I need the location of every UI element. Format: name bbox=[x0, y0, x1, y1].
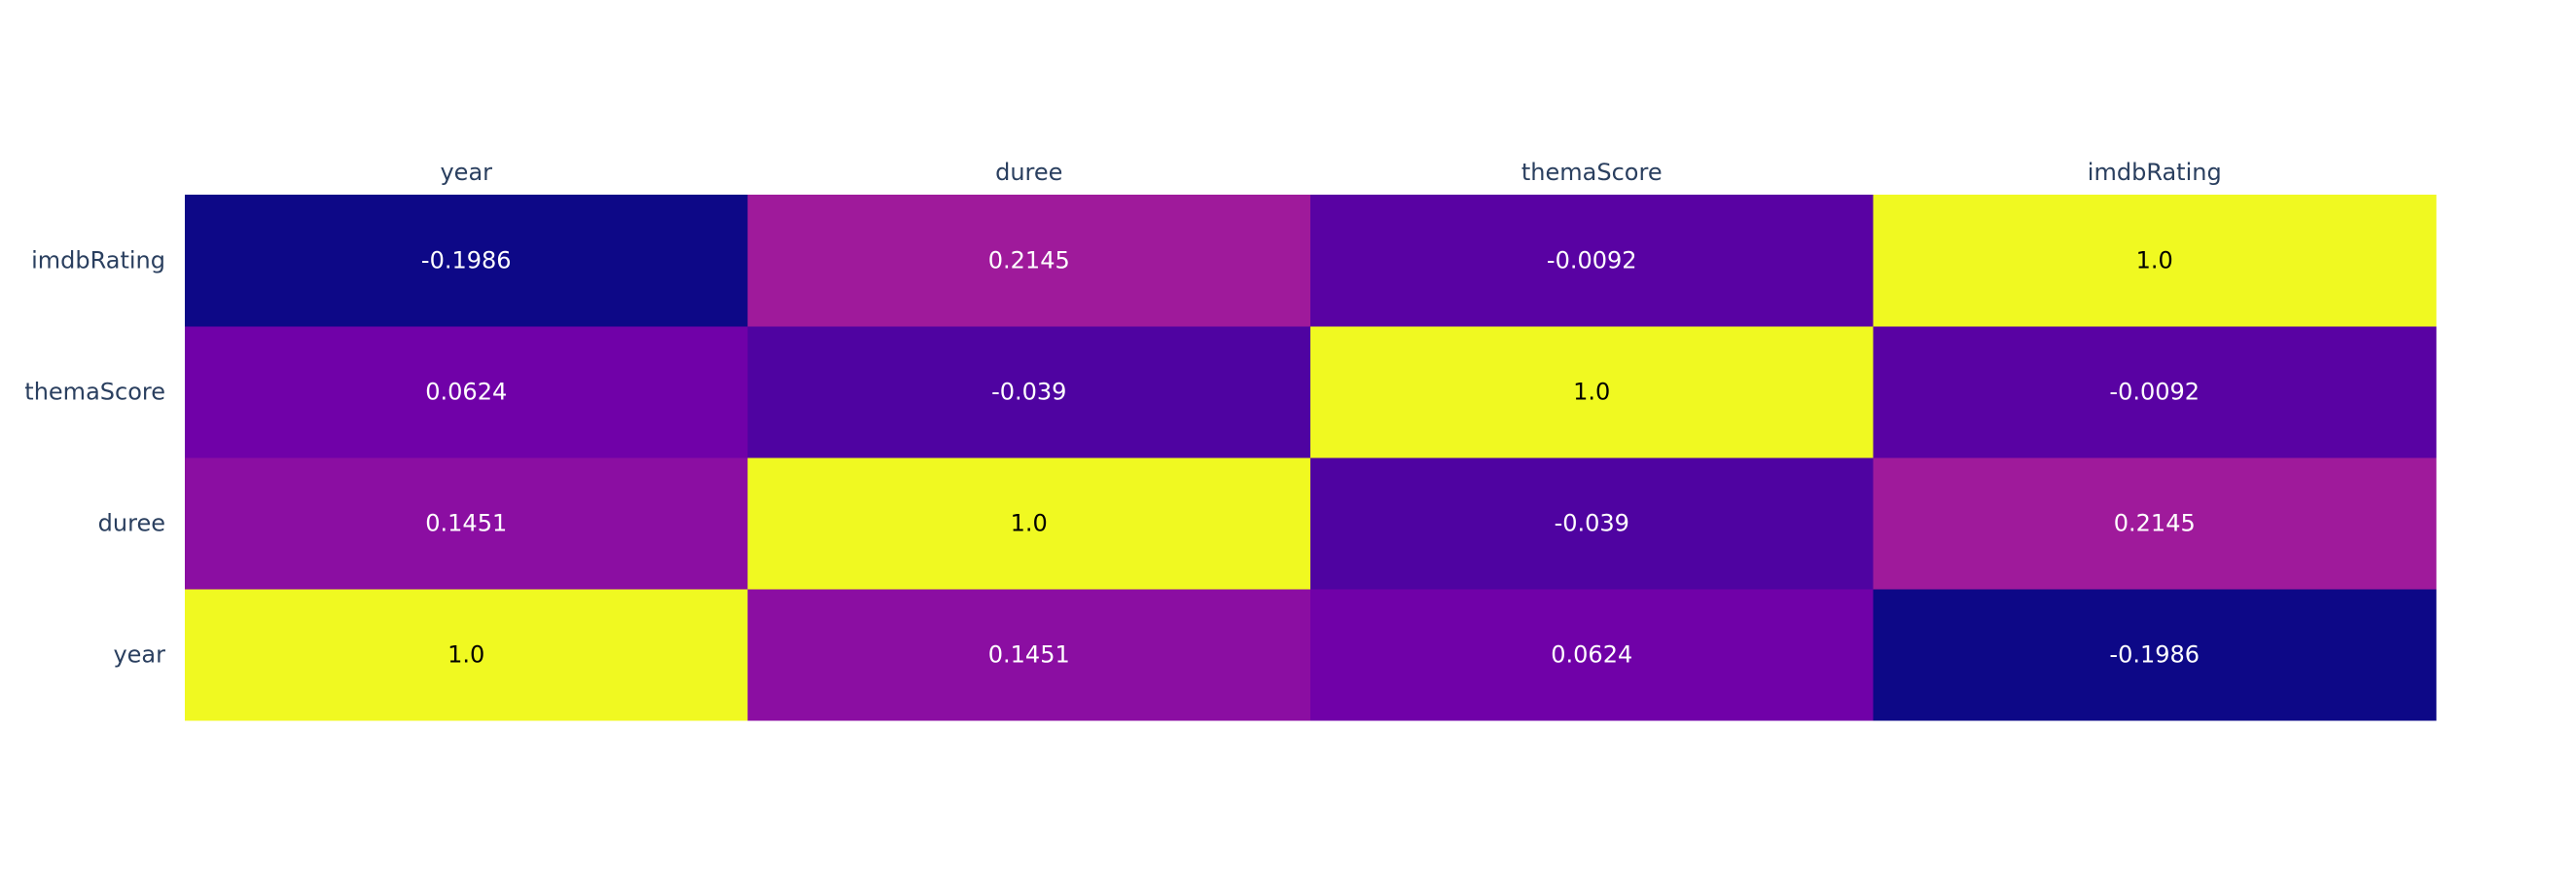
heatmap-cell-thema-score-imdb-rating bbox=[1873, 326, 2437, 458]
heatmap-cell-value-label: -0.0092 bbox=[1547, 247, 1637, 274]
y-tick-label-duree: duree bbox=[98, 510, 165, 537]
heatmap-cell-value-label: 1.0 bbox=[1573, 379, 1610, 406]
x-tick-label-year: year bbox=[440, 159, 492, 186]
heatmap-cell-year-imdb-rating bbox=[1873, 589, 2437, 721]
heatmap-cell-value-label: 0.0624 bbox=[1551, 641, 1632, 669]
heatmap-cell-labels: 1.0 0.1451 0.0624 -0.1986 0.1451 1.0 -0.039 0.2… bbox=[421, 247, 2200, 669]
heatmap-cell-year-thema-score bbox=[1310, 589, 1874, 721]
y-axis: year duree themaScore imdbRating bbox=[24, 247, 165, 669]
heatmap-cell-thema-score-year bbox=[185, 326, 748, 458]
heatmap-cell-value-label: 0.2145 bbox=[2114, 510, 2196, 537]
heatmap-cell-value-label: 1.0 bbox=[447, 641, 484, 669]
heatmap-cell-imdb-rating-thema-score bbox=[1310, 195, 1874, 327]
heatmap-cell-value-label: -0.039 bbox=[991, 379, 1066, 406]
heatmap-cell-duree-thema-score bbox=[1310, 457, 1874, 590]
heatmap-cell-duree-duree bbox=[747, 457, 1311, 590]
heatmap-cell-imdb-rating-duree bbox=[747, 195, 1311, 327]
heatmap-cells bbox=[185, 195, 2437, 721]
heatmap-cell-value-label: -0.1986 bbox=[421, 247, 512, 274]
x-tick-label-thema-score: themaScore bbox=[1521, 159, 1663, 186]
heatmap-cell-value-label: 0.0624 bbox=[425, 379, 507, 406]
heatmap-cell-value-label: 1.0 bbox=[1011, 510, 1048, 537]
heatmap-cell-value-label: -0.0092 bbox=[2109, 379, 2200, 406]
y-tick-label-thema-score: themaScore bbox=[24, 379, 165, 406]
heatmap-cell-thema-score-thema-score bbox=[1310, 326, 1874, 458]
heatmap-cell-thema-score-duree bbox=[747, 326, 1311, 458]
heatmap-cell-year-year bbox=[185, 589, 748, 721]
heatmap-cell-value-label: -0.1986 bbox=[2109, 641, 2200, 669]
heatmap-cell-year-duree bbox=[747, 589, 1311, 721]
heatmap-cell-value-label: 1.0 bbox=[2136, 247, 2173, 274]
heatmap-cell-value-label: -0.039 bbox=[1555, 510, 1629, 537]
heatmap-cell-value-label: 0.1451 bbox=[988, 641, 1070, 669]
heatmap-cell-value-label: 0.1451 bbox=[425, 510, 507, 537]
y-tick-label-year: year bbox=[113, 641, 165, 669]
x-axis: year duree themaScore imdbRating bbox=[440, 159, 2221, 186]
heatmap-cell-duree-imdb-rating bbox=[1873, 457, 2437, 590]
y-tick-label-imdb-rating: imdbRating bbox=[31, 247, 165, 274]
heatmap-cell-imdb-rating-imdb-rating bbox=[1873, 195, 2437, 327]
heatmap-cell-imdb-rating-year bbox=[185, 195, 748, 327]
x-tick-label-imdb-rating: imdbRating bbox=[2088, 159, 2222, 186]
heatmap-cell-value-label: 0.2145 bbox=[988, 247, 1070, 274]
x-tick-label-duree: duree bbox=[995, 159, 1062, 186]
heatmap-cell-duree-year bbox=[185, 457, 748, 590]
